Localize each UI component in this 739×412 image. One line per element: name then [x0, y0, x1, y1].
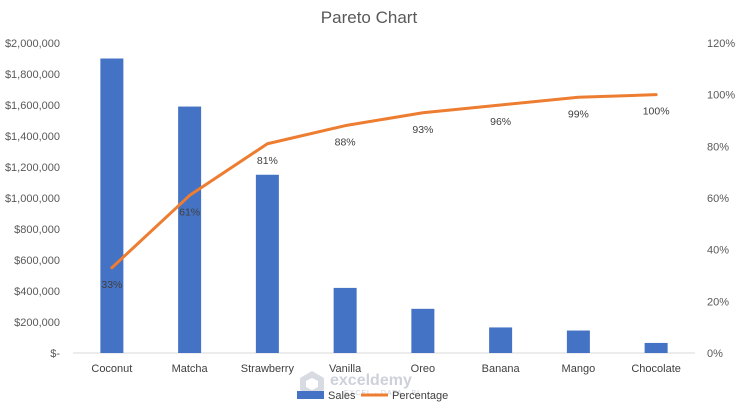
percentage-line	[110, 93, 658, 270]
y-left-tick-label: $1,600,000	[5, 100, 60, 112]
y-left-tick-label: $1,400,000	[5, 131, 60, 143]
y-left-tick-label: $400,000	[14, 286, 60, 298]
bar-vanilla	[333, 287, 357, 353]
percentage-data-label: 99%	[568, 108, 589, 120]
y-left-tick-label: $1,000,000	[5, 193, 60, 205]
x-category-label: Banana	[482, 363, 521, 375]
percentage-data-label: 33%	[101, 279, 122, 291]
bar-chocolate	[644, 342, 668, 353]
legend-sales-swatch	[297, 391, 324, 399]
percentage-data-label: 96%	[490, 116, 511, 128]
percentage-data-label: 88%	[335, 137, 356, 149]
y-left-tick-label: $600,000	[14, 255, 60, 267]
x-category-label: Coconut	[91, 363, 132, 375]
bar-matcha	[178, 106, 202, 353]
y-right-tick-label: 0%	[707, 348, 723, 360]
percentage-data-label: 100%	[643, 106, 670, 118]
bar-banana	[489, 327, 513, 353]
x-category-label: Chocolate	[631, 363, 681, 375]
y-right-tick-label: 40%	[707, 245, 729, 257]
percentage-data-label: 61%	[179, 206, 200, 218]
y-left-tick-label: $-	[50, 348, 60, 360]
y-right-tick-label: 20%	[707, 296, 729, 308]
y-right-tick-label: 80%	[707, 141, 729, 153]
x-category-label: Vanilla	[329, 363, 362, 375]
legend-percentage-label: Percentage	[392, 390, 448, 402]
y-left-tick-label: $200,000	[14, 317, 60, 329]
watermark-name: exceldemy	[330, 372, 412, 389]
bar-strawberry	[255, 174, 279, 353]
chart-title: Pareto Chart	[321, 8, 418, 27]
percentage-data-label: 81%	[257, 155, 278, 167]
bar-coconut	[100, 58, 124, 353]
bar-mango	[566, 330, 590, 353]
bar-oreo	[411, 308, 435, 353]
watermark-logo-icon	[300, 371, 324, 397]
x-category-label: Mango	[562, 363, 596, 375]
y-right-tick-label: 100%	[707, 90, 735, 102]
y-left-tick-label: $1,800,000	[5, 69, 60, 81]
x-category-label: Matcha	[172, 363, 209, 375]
y-right-tick-label: 120%	[707, 38, 735, 50]
percentage-data-label: 93%	[412, 124, 433, 136]
x-category-label: Oreo	[411, 363, 435, 375]
y-left-tick-label: $2,000,000	[5, 38, 60, 50]
x-category-label: Strawberry	[241, 363, 295, 375]
legend-sales-label: Sales	[328, 390, 356, 402]
y-left-tick-label: $800,000	[14, 224, 60, 236]
y-left-tick-label: $1,200,000	[5, 162, 60, 174]
y-right-tick-label: 60%	[707, 193, 729, 205]
